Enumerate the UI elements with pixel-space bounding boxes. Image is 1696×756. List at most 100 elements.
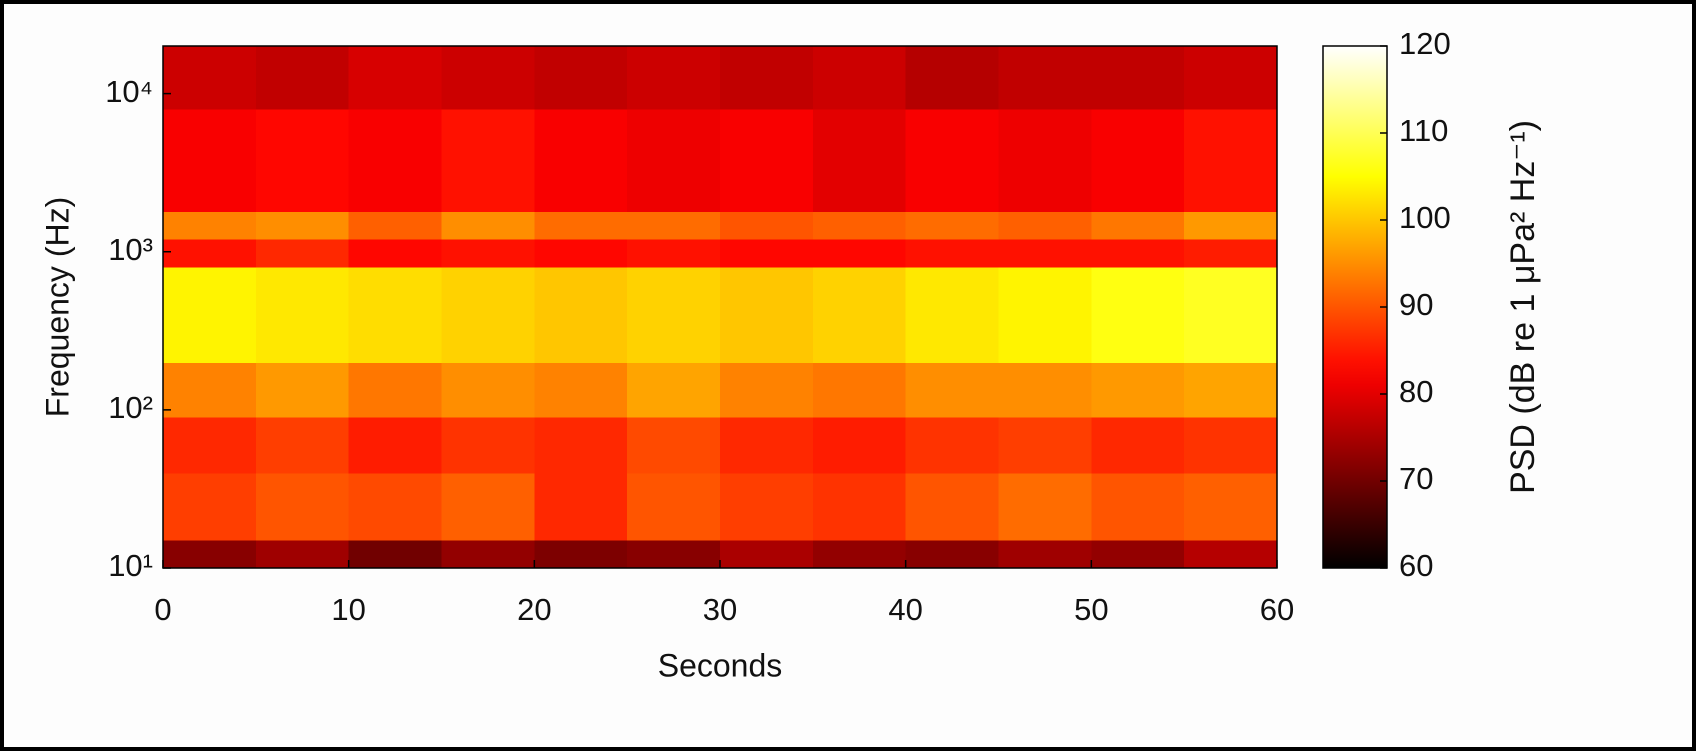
- heatmap-cell: [534, 540, 628, 569]
- heatmap-cell: [255, 362, 350, 418]
- heatmap-cell: [1184, 239, 1278, 268]
- x-tick-label: 30: [703, 592, 737, 627]
- colorbar-tick-label: 70: [1399, 461, 1433, 496]
- heatmap-cell: [720, 540, 814, 569]
- colorbar-tick-label: 60: [1399, 548, 1433, 583]
- heatmap-cell: [627, 108, 721, 212]
- heatmap-cell: [627, 417, 721, 474]
- heatmap-cell: [1184, 211, 1278, 240]
- heatmap-cell: [905, 239, 999, 268]
- heatmap-cell: [998, 472, 1092, 541]
- heatmap-cell: [998, 267, 1092, 363]
- heatmap-cell: [720, 417, 814, 474]
- heatmap-cell: [998, 46, 1092, 110]
- colorbar-label: PSD (dB re 1 μPa² Hz⁻¹): [1504, 120, 1542, 494]
- heatmap-cell: [534, 472, 628, 541]
- heatmap-cell: [812, 472, 907, 541]
- heatmap-cell: [441, 46, 535, 110]
- heatmap-cell: [998, 239, 1092, 268]
- heatmap-cell: [998, 211, 1092, 240]
- heatmap-cell: [905, 540, 999, 569]
- heatmap-cell: [348, 362, 442, 418]
- x-tick-label: 10: [331, 592, 365, 627]
- heatmap-cell: [441, 540, 535, 569]
- heatmap-cell: [812, 417, 907, 474]
- heatmap-cell: [534, 239, 628, 268]
- colorbar-tick-label: 110: [1399, 113, 1448, 148]
- heatmap-cell: [348, 108, 442, 212]
- colorbar-tick-label: 80: [1399, 374, 1433, 409]
- heatmap-cell: [255, 239, 350, 268]
- heatmap-cell: [255, 472, 350, 541]
- y-tick-label: 10⁴: [105, 74, 153, 109]
- y-tick-label: 10²: [108, 390, 153, 425]
- heatmap-cell: [1091, 362, 1185, 418]
- heatmap-cell: [1184, 362, 1278, 418]
- heatmap-cell: [255, 540, 350, 569]
- heatmap-cell: [1184, 472, 1278, 541]
- heatmap-cell: [163, 267, 257, 363]
- heatmap-cell: [163, 417, 257, 474]
- heatmap-cell: [627, 472, 721, 541]
- heatmap-cell: [905, 211, 999, 240]
- heatmap-cell: [720, 267, 814, 363]
- heatmap-cell: [255, 108, 350, 212]
- heatmap-cell: [534, 267, 628, 363]
- colorbar: [1322, 45, 1388, 569]
- heatmap-cell: [720, 46, 814, 110]
- heatmap-cell: [812, 362, 907, 418]
- heatmap-cell: [441, 108, 535, 212]
- heatmap-cell: [998, 417, 1092, 474]
- colorbar-tick-label: 100: [1399, 200, 1451, 235]
- heatmap-cell: [348, 239, 442, 268]
- heatmap-cell: [441, 417, 535, 474]
- heatmap-cell: [441, 362, 535, 418]
- x-axis-label: Seconds: [658, 647, 783, 683]
- heatmap-cell: [1091, 211, 1185, 240]
- heatmap-cell: [812, 239, 907, 268]
- heatmap-cell: [720, 472, 814, 541]
- x-tick-label: 40: [888, 592, 922, 627]
- colorbar-tick-label: 120: [1399, 26, 1451, 61]
- heatmap-cell: [255, 417, 350, 474]
- heatmap-cell: [812, 540, 907, 569]
- heatmap-cell: [720, 362, 814, 418]
- heatmap-cell: [627, 46, 721, 110]
- heatmap-cell: [998, 540, 1092, 569]
- heatmap-cell: [720, 211, 814, 240]
- heatmap-cell: [812, 267, 907, 363]
- heatmap-cell: [441, 472, 535, 541]
- heatmap-cell: [348, 472, 442, 541]
- heatmap-cell: [255, 211, 350, 240]
- heatmap-cell: [163, 108, 257, 212]
- x-tick-label: 60: [1260, 592, 1294, 627]
- heatmap-cell: [348, 46, 442, 110]
- heatmap-cell: [998, 108, 1092, 212]
- heatmap-cell: [163, 362, 257, 418]
- heatmap-cell: [348, 540, 442, 569]
- heatmap-cell: [720, 108, 814, 212]
- y-axis-label: Frequency (Hz): [39, 197, 75, 418]
- heatmap-cell: [1091, 417, 1185, 474]
- heatmap-cell: [905, 362, 999, 418]
- heatmap-cell: [441, 211, 535, 240]
- heatmap-cell: [163, 46, 257, 110]
- heatmap-cell: [627, 239, 721, 268]
- heatmap-cell: [812, 108, 907, 212]
- heatmap-cell: [1184, 46, 1278, 110]
- heatmap: [163, 46, 1278, 569]
- heatmap-cell: [534, 46, 628, 110]
- heatmap-cell: [905, 417, 999, 474]
- heatmap-cell: [627, 211, 721, 240]
- heatmap-cell: [1091, 472, 1185, 541]
- heatmap-cell: [812, 211, 907, 240]
- x-tick-label: 0: [154, 592, 171, 627]
- colorbar-tick-label: 90: [1399, 287, 1433, 322]
- heatmap-cell: [348, 267, 442, 363]
- heatmap-cell: [998, 362, 1092, 418]
- heatmap-cell: [905, 108, 999, 212]
- heatmap-cell: [1184, 540, 1278, 569]
- heatmap-cell: [720, 239, 814, 268]
